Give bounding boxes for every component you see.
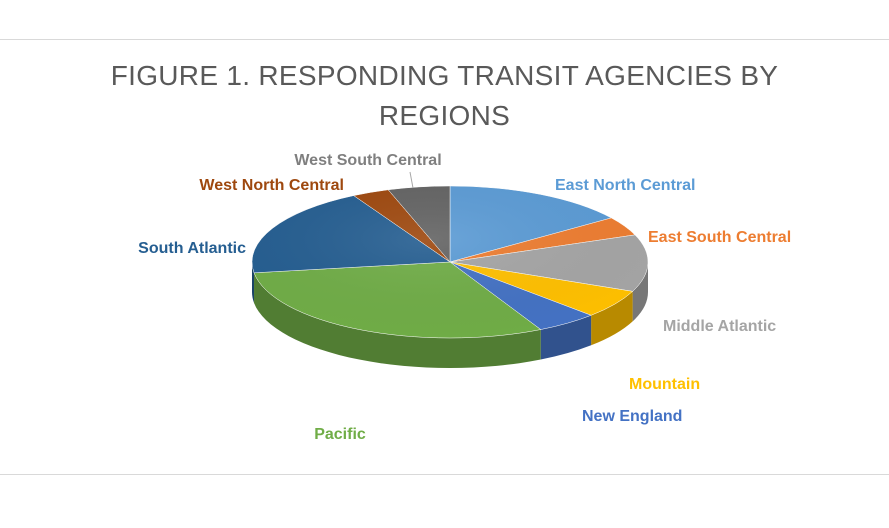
data-label-east-north-central: East North Central xyxy=(555,177,695,194)
bottom-divider xyxy=(0,474,889,475)
pie-tops xyxy=(251,185,649,339)
chart-title-line-2: REGIONS xyxy=(378,100,511,131)
data-label-west-north-central: West North Central xyxy=(199,177,344,194)
data-label-west-south-central: West South Central xyxy=(294,152,441,169)
pie-side-south-atlantic xyxy=(252,262,255,303)
pie-side-pacific xyxy=(254,272,541,369)
pie-sheen xyxy=(252,186,648,338)
top-divider xyxy=(0,39,889,40)
data-label-pacific: Pacific xyxy=(314,426,366,443)
pie-side-new-england xyxy=(540,315,592,360)
pie-sides xyxy=(252,262,648,369)
data-label-south-atlantic: South Atlantic xyxy=(138,240,246,257)
data-label-east-south-central: East South Central xyxy=(648,229,791,246)
pie-side-middle-atlantic xyxy=(632,262,648,322)
chart-title-line-1: FIGURE 1. RESPONDING TRANSIT AGENCIES BY xyxy=(110,60,779,91)
pie-labels: East North Central East South Central Midd… xyxy=(138,152,791,443)
leader-line-west-south-central xyxy=(409,171,414,189)
data-label-mountain: Mountain xyxy=(629,376,700,393)
pie-side-mountain xyxy=(591,291,633,346)
data-label-new-england: New England xyxy=(582,408,682,425)
data-label-middle-atlantic: Middle Atlantic xyxy=(663,318,776,335)
